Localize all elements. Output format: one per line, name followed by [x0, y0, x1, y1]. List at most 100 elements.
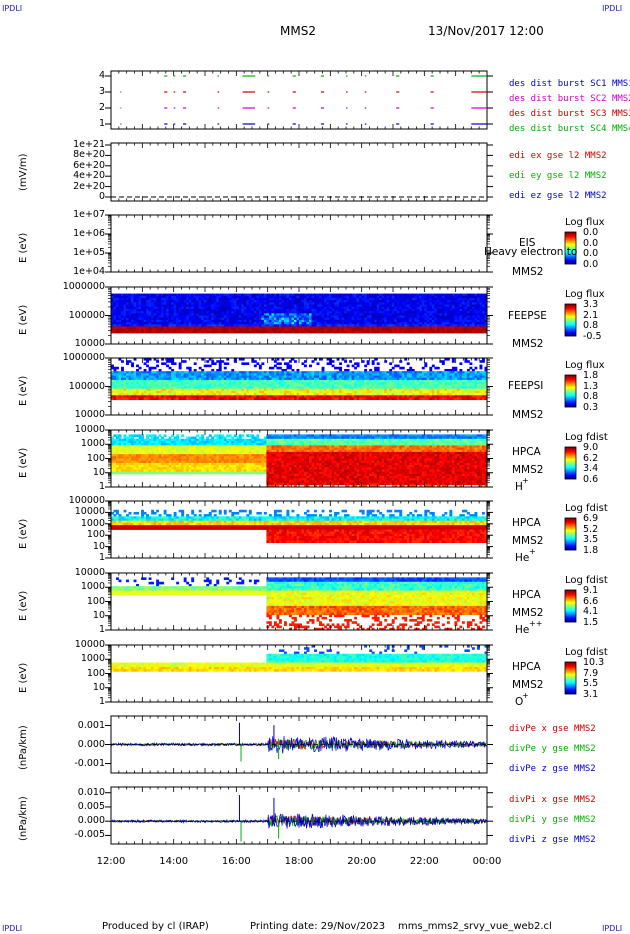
feepsi-cell [178, 386, 182, 390]
feepse-cell [241, 300, 245, 303]
feepsi-cell [281, 384, 285, 387]
feepse-cell [283, 297, 287, 301]
eis-cbar-cell [565, 260, 576, 262]
feepse-cell [203, 308, 207, 312]
feepse-cell [126, 315, 129, 319]
feepsi-cell [321, 390, 325, 394]
feepsi-cell [293, 388, 297, 392]
feepse-cell [218, 302, 222, 305]
feepse-cell [113, 328, 117, 332]
feepse-cell [191, 330, 195, 334]
feepse-cell [329, 300, 332, 303]
feepse-cell [253, 297, 257, 301]
feepse-cell [316, 324, 320, 327]
feepse-cell [391, 300, 395, 303]
feepsi-cell [321, 386, 325, 390]
feepse-cell [391, 319, 395, 323]
feepse-cell [426, 306, 430, 310]
feepse-cell [361, 300, 365, 303]
feepsi-cell [151, 397, 155, 401]
feepsi-cell [148, 390, 152, 394]
feepse-cell [389, 293, 393, 297]
feepse-cell [148, 326, 152, 330]
feepse-cell [143, 324, 147, 327]
feepse-cell [208, 295, 212, 299]
feepse-cell [248, 326, 252, 330]
feepsi-cell [163, 373, 167, 376]
feepse-cell [376, 324, 380, 327]
feepse-cell [146, 324, 149, 327]
feepsi-cell [116, 366, 119, 370]
feepsi-cell [198, 390, 202, 394]
feepse-cell [201, 315, 205, 319]
feepsi-cell [309, 364, 312, 368]
feepse-cell [456, 311, 460, 314]
feepsi-cell [311, 375, 315, 379]
feepsi-cell [166, 386, 170, 390]
feepse-cell [431, 322, 435, 325]
feepse-cell [178, 319, 182, 323]
feepsi-cell [111, 382, 114, 385]
feepse-cell [321, 322, 325, 325]
feepse-cell [356, 306, 360, 310]
feepse-cell [376, 326, 380, 330]
feepse-cell [176, 300, 180, 303]
feepse-cell [221, 293, 225, 297]
feepsi-cell [268, 395, 272, 398]
feepsi-cell [364, 384, 368, 387]
feepsi-cell [213, 377, 217, 381]
feepse-cell [238, 317, 242, 321]
feepsi-cell [246, 375, 250, 379]
feepsi-cell [136, 368, 139, 372]
feepsi-cell [146, 382, 149, 385]
feepsi-cell [283, 368, 287, 372]
feepse-cell [241, 322, 245, 325]
feepse-cell [116, 330, 119, 334]
feepsi-cell [381, 373, 385, 376]
feepse-cell [176, 326, 180, 330]
feepse-cell [133, 304, 137, 308]
feepse-cell [178, 308, 182, 312]
feepsi-cell [271, 393, 275, 396]
feepse-cell [231, 293, 235, 297]
feepse-cell [168, 304, 172, 308]
feepsi-cell [314, 377, 317, 381]
feepse-cell [143, 293, 147, 297]
feepse-cell [314, 324, 317, 327]
feepse-cell [211, 311, 215, 314]
feepsi-cell [309, 379, 312, 383]
feepse-cell [354, 319, 358, 323]
feepse-cell [198, 326, 202, 330]
feepse-cell [131, 313, 134, 316]
feepse-cell [221, 319, 225, 323]
feepse-cell [481, 306, 485, 310]
feepsi-cell [314, 388, 317, 392]
feepse-cell [258, 295, 262, 299]
feepse-cell [441, 306, 445, 310]
feepsi-cell [116, 388, 119, 392]
feepse-cell [349, 293, 353, 297]
feepse-cell [256, 317, 260, 321]
feepse-cell [228, 295, 232, 299]
feepsi-cell [153, 375, 157, 379]
feepsi-cell [171, 386, 175, 390]
feepsi-cell [238, 386, 242, 390]
feepsi-cell [364, 382, 368, 385]
feepse-cell [121, 293, 124, 297]
feepse-cell [434, 306, 438, 310]
feepsi-cell [326, 358, 330, 361]
feepsi-cell [283, 386, 287, 390]
feepse-cell [334, 300, 337, 303]
eis-frame [110, 214, 488, 273]
feepsi-cell [163, 375, 167, 379]
feepsi-cell [336, 375, 340, 379]
feepse-cell [158, 297, 162, 301]
feepse-cell [151, 295, 155, 299]
feepse-cell [414, 322, 418, 325]
feepse-cell [286, 315, 290, 319]
feepse-cell [349, 315, 353, 319]
feepsi-cell [359, 390, 363, 394]
feepse-cell [326, 311, 330, 314]
feepsi-cell [211, 377, 215, 381]
feepse-cell [469, 313, 473, 316]
